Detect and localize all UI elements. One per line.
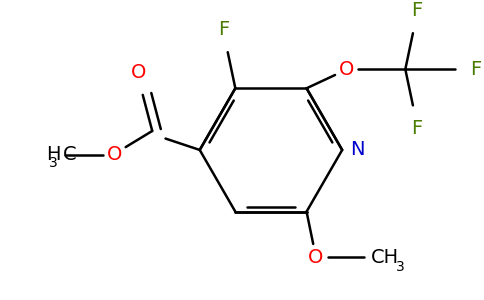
Text: F: F	[411, 1, 423, 20]
Text: F: F	[470, 60, 481, 79]
Text: O: O	[106, 145, 122, 164]
Text: 3: 3	[48, 156, 57, 170]
Text: N: N	[350, 140, 364, 160]
Text: F: F	[411, 119, 423, 138]
Text: O: O	[308, 248, 324, 267]
Text: CH: CH	[371, 248, 399, 267]
Text: H: H	[46, 145, 61, 164]
Text: C: C	[63, 145, 76, 164]
Text: F: F	[218, 20, 229, 39]
Text: 3: 3	[396, 260, 405, 274]
Text: O: O	[131, 63, 147, 82]
Text: O: O	[339, 60, 354, 79]
